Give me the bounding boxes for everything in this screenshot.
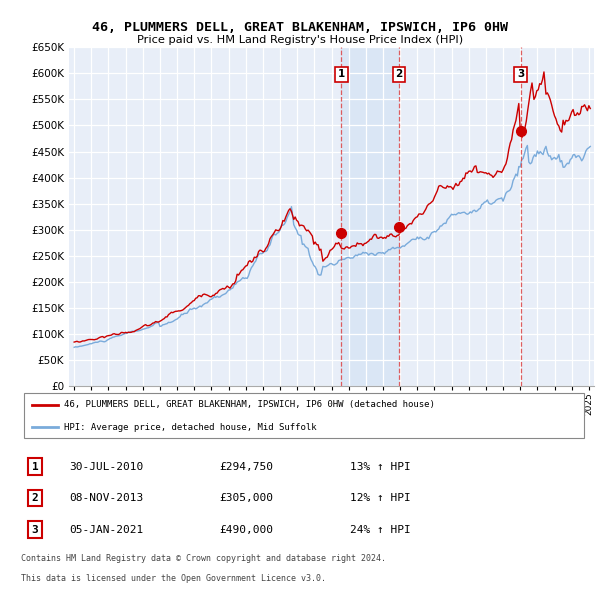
Text: 08-NOV-2013: 08-NOV-2013 [69,493,143,503]
Text: 05-JAN-2021: 05-JAN-2021 [69,525,143,535]
Text: £294,750: £294,750 [220,461,274,471]
Text: £490,000: £490,000 [220,525,274,535]
Text: £305,000: £305,000 [220,493,274,503]
Text: 3: 3 [517,70,524,79]
Text: 13% ↑ HPI: 13% ↑ HPI [350,461,410,471]
Text: 2: 2 [395,70,403,79]
Text: 46, PLUMMERS DELL, GREAT BLAKENHAM, IPSWICH, IP6 0HW (detached house): 46, PLUMMERS DELL, GREAT BLAKENHAM, IPSW… [64,400,434,409]
Text: Price paid vs. HM Land Registry's House Price Index (HPI): Price paid vs. HM Land Registry's House … [137,35,463,45]
Text: 24% ↑ HPI: 24% ↑ HPI [350,525,410,535]
Text: 1: 1 [338,70,345,79]
Text: 3: 3 [32,525,38,535]
Text: 2: 2 [32,493,38,503]
Text: 46, PLUMMERS DELL, GREAT BLAKENHAM, IPSWICH, IP6 0HW: 46, PLUMMERS DELL, GREAT BLAKENHAM, IPSW… [92,21,508,34]
Text: Contains HM Land Registry data © Crown copyright and database right 2024.: Contains HM Land Registry data © Crown c… [21,555,386,563]
Text: 12% ↑ HPI: 12% ↑ HPI [350,493,410,503]
FancyBboxPatch shape [24,393,584,438]
Bar [341,47,399,386]
Text: 1: 1 [32,461,38,471]
Text: HPI: Average price, detached house, Mid Suffolk: HPI: Average price, detached house, Mid … [64,423,316,432]
Text: This data is licensed under the Open Government Licence v3.0.: This data is licensed under the Open Gov… [21,573,326,583]
Text: 30-JUL-2010: 30-JUL-2010 [69,461,143,471]
